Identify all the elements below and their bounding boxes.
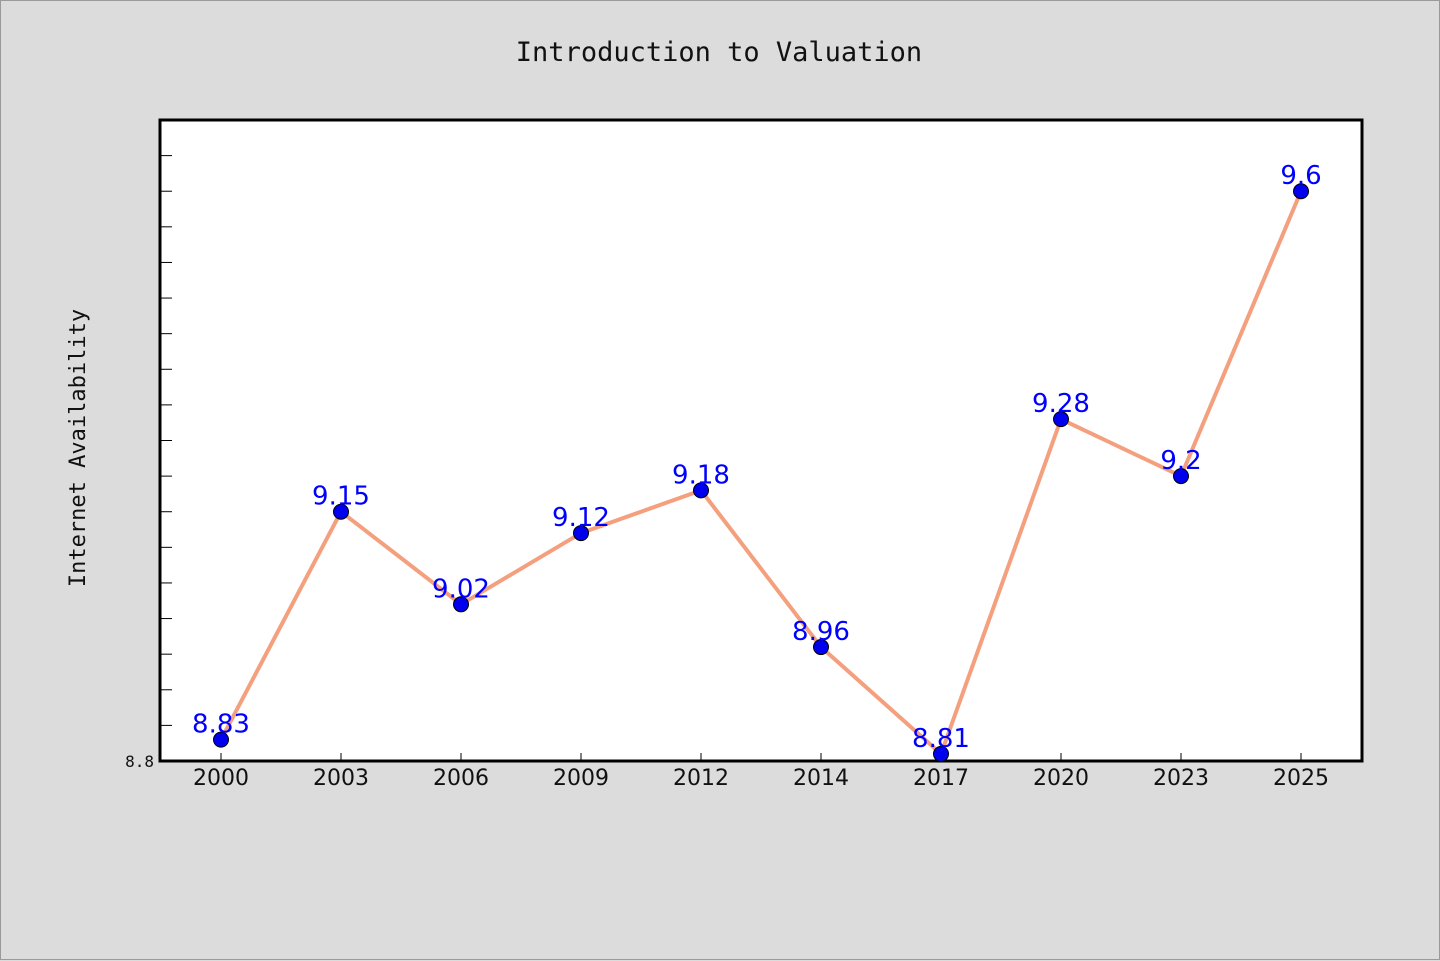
data-label: 9.6 — [1280, 161, 1321, 191]
marker-layer — [213, 183, 1309, 762]
data-point-marker — [453, 596, 469, 613]
x-tick-label: 2000 — [193, 766, 249, 791]
data-label: 9.12 — [552, 503, 610, 533]
data-point-marker — [693, 482, 709, 499]
y-tick-label: 8.8 — [125, 752, 154, 771]
x-tick-label: 2020 — [1033, 766, 1089, 791]
data-point-marker — [573, 525, 589, 542]
data-point-marker — [813, 639, 829, 656]
data-label: 9.2 — [1160, 446, 1201, 476]
data-label: 9.15 — [312, 482, 370, 512]
data-label: 9.02 — [432, 574, 490, 604]
series-layer — [219, 189, 1303, 756]
x-tick-label: 2025 — [1273, 766, 1329, 791]
x-tick-label: 2017 — [913, 766, 969, 791]
data-point-marker — [333, 503, 349, 520]
data-point-marker — [1293, 183, 1309, 200]
data-point-marker — [1173, 468, 1189, 485]
data-label: 9.18 — [672, 460, 730, 490]
plot-area — [158, 118, 1364, 763]
x-tick-label: 2023 — [1153, 766, 1209, 791]
x-tick-label: 2009 — [553, 766, 609, 791]
data-label: 8.81 — [912, 724, 970, 754]
data-point-marker — [933, 745, 949, 762]
data-label: 8.96 — [792, 617, 850, 647]
data-label: 8.83 — [192, 710, 250, 740]
data-point-marker — [213, 731, 229, 748]
data-label-layer: 8.83 9.15 9.02 9.12 9.18 8.96 8.81 9.28 9.2 9.6 — [192, 161, 1322, 754]
x-tick-label: 2012 — [673, 766, 729, 791]
y-axis-label: Internet Availability — [66, 309, 91, 587]
data-point-marker — [1053, 411, 1069, 428]
chart-title: Introduction to Valuation — [516, 37, 922, 68]
data-label: 9.28 — [1032, 389, 1090, 419]
x-tick-label: 2014 — [793, 766, 849, 791]
series-line — [219, 189, 1303, 756]
x-tick-label: 2003 — [313, 766, 369, 791]
y-axis-ticks: 8.8 — [125, 119, 172, 771]
x-axis-ticks: 2000 2003 2006 2009 2012 2014 2017 2020 2023 2025 — [193, 753, 1329, 791]
x-tick-label: 2006 — [433, 766, 489, 791]
